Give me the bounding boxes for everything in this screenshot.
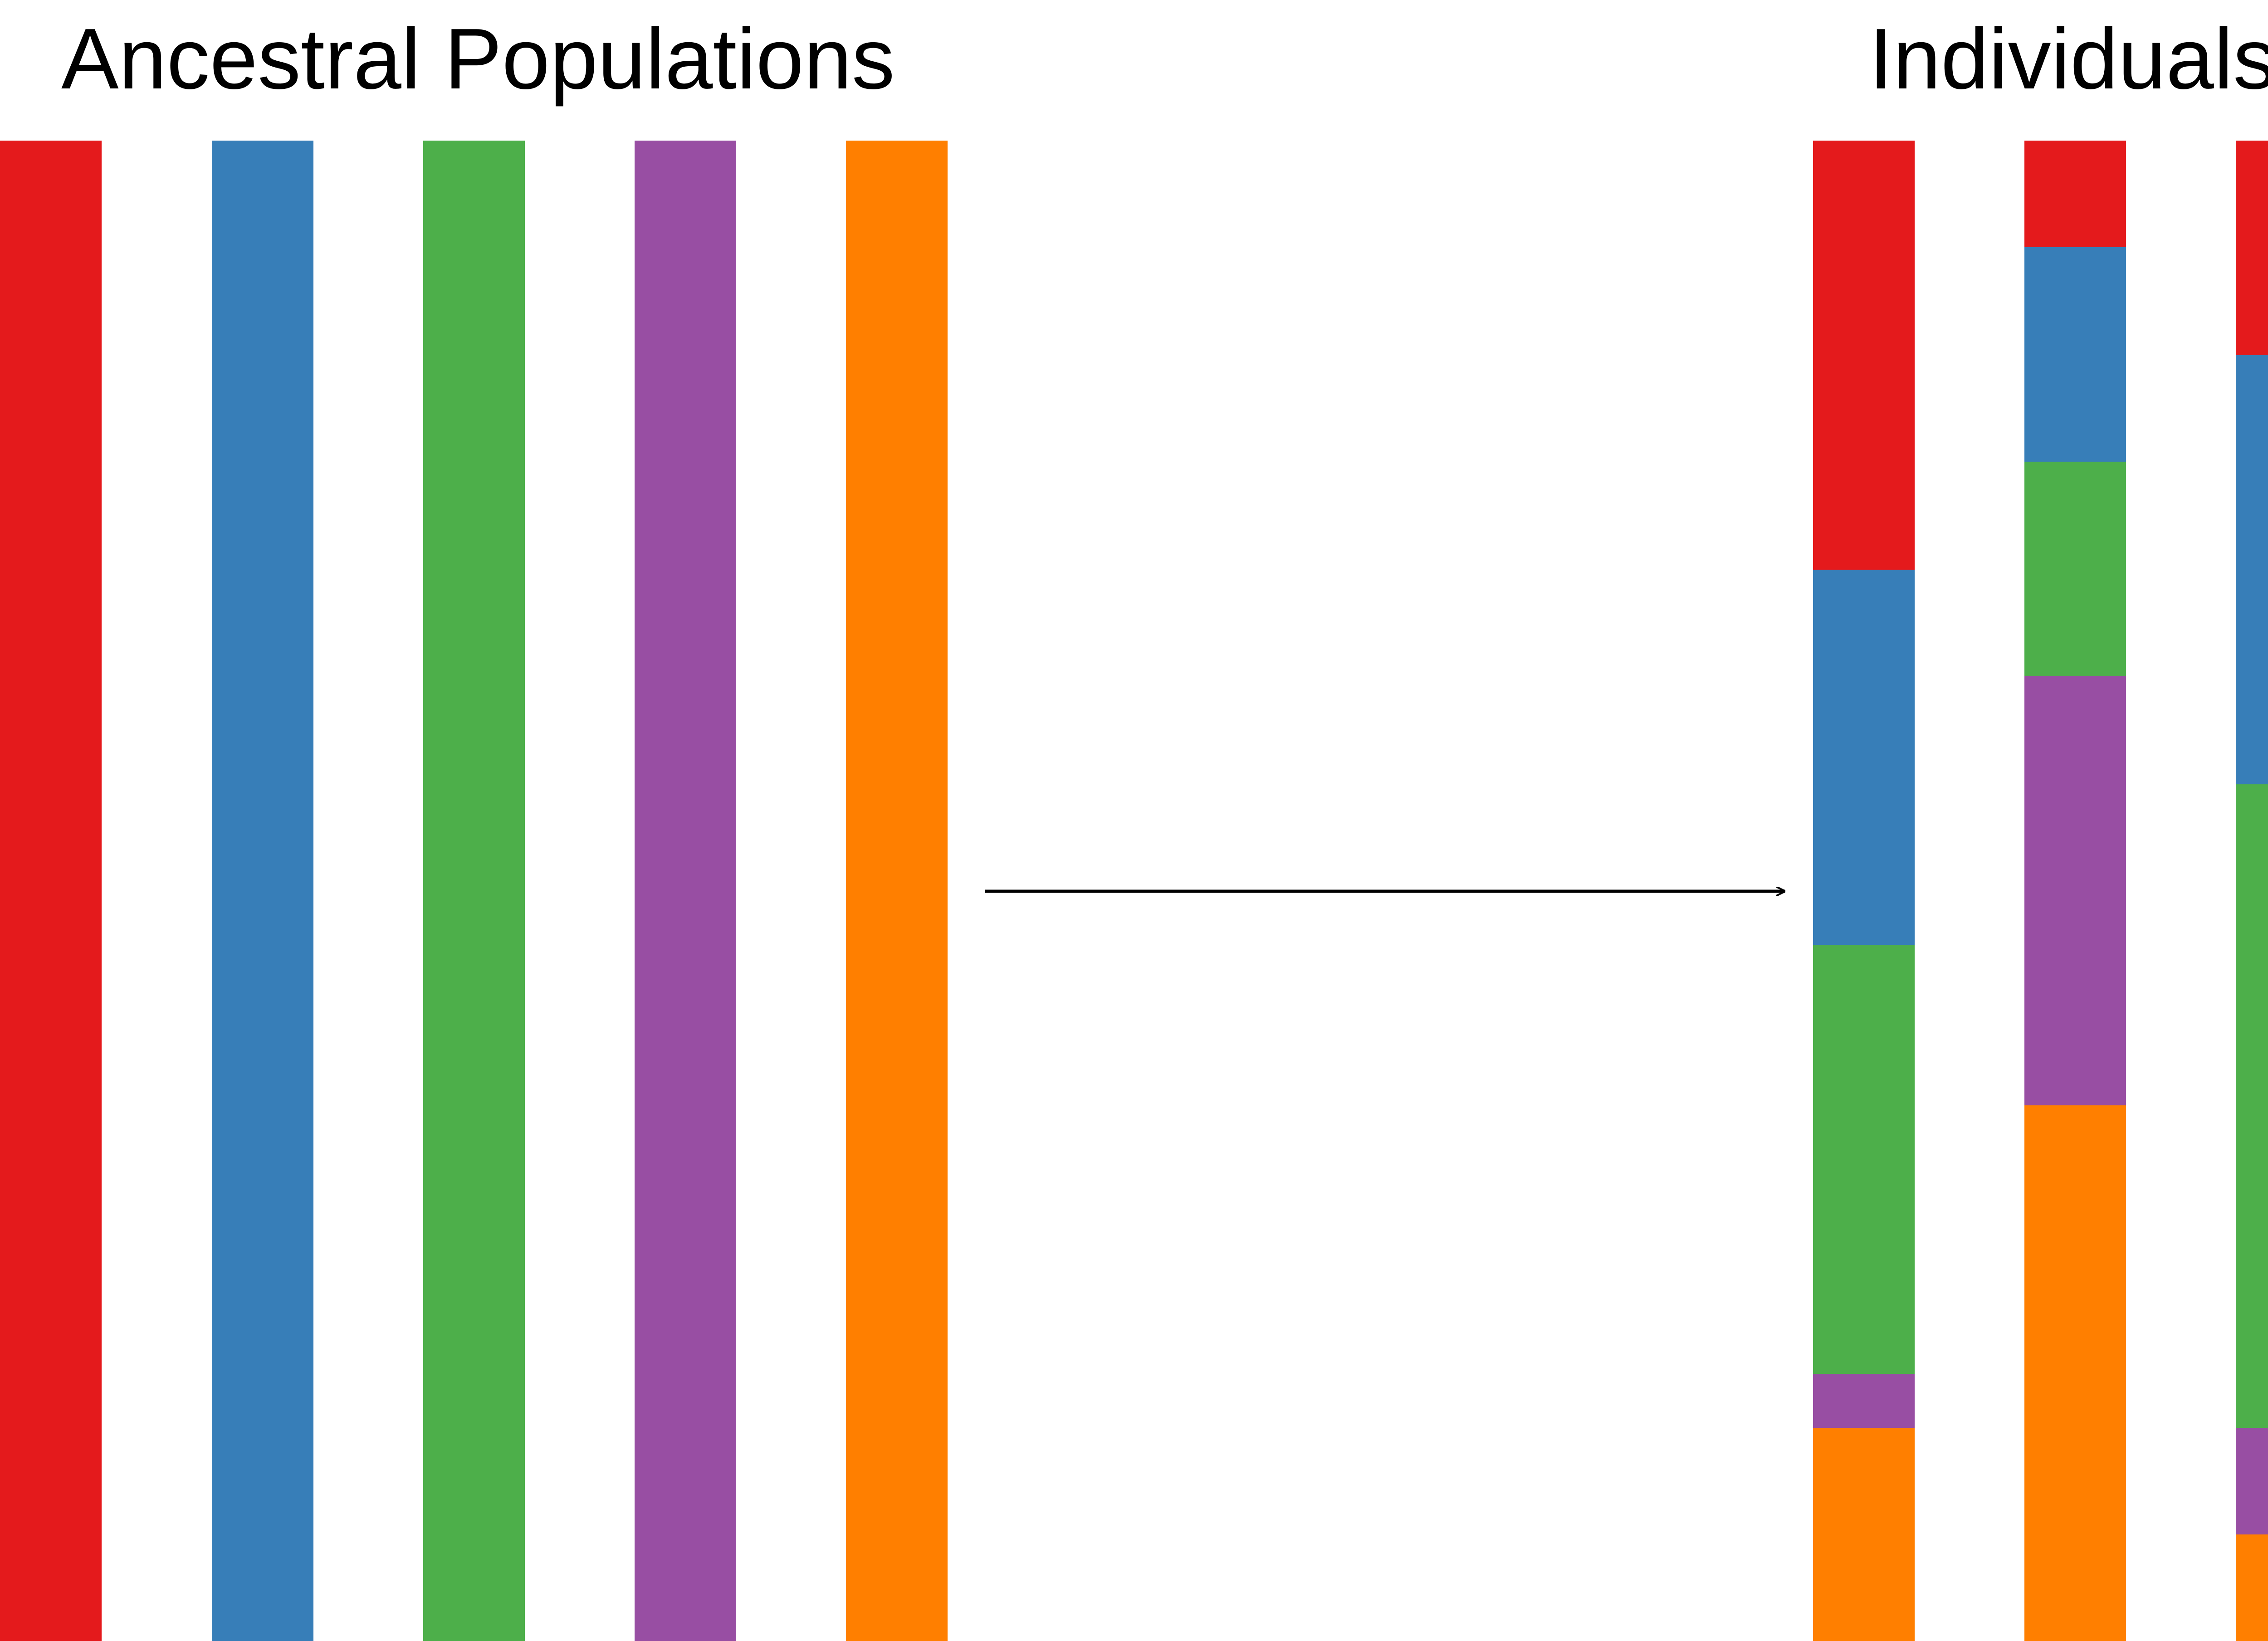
individual-1-segment-red	[1813, 141, 1915, 570]
individual-1-segment-blue	[1813, 570, 1915, 945]
individual-2-segment-blue	[2024, 247, 2126, 462]
individual-3-segment-green	[2236, 784, 2268, 1428]
individual-3-segment-orange	[2236, 1534, 2268, 1641]
individual-3-segment-red	[2236, 141, 2268, 356]
individual-1-segment-green	[1813, 945, 1915, 1374]
individual-3-segment-purple	[2236, 1428, 2268, 1535]
individuals-heading: Individuals	[1869, 11, 2268, 107]
ancestral-population-bar-red	[0, 141, 102, 1641]
individual-2-segment-red	[2024, 141, 2126, 248]
ancestral-population-bar-green	[423, 141, 525, 1641]
ancestral-population-bar-orange	[846, 141, 948, 1641]
individual-2-segment-purple	[2024, 676, 2126, 1106]
ancestral-populations-heading: Ancestral Populations	[61, 11, 895, 107]
ancestral-population-bars	[0, 141, 948, 1641]
individual-2-segment-orange	[2024, 1105, 2126, 1641]
ancestral-population-bar-purple	[635, 141, 736, 1641]
individual-bars	[1813, 141, 2268, 1641]
individual-2-segment-green	[2024, 461, 2126, 677]
individual-1-segment-purple	[1813, 1374, 1915, 1428]
individual-3-segment-blue	[2236, 355, 2268, 785]
ancestral-population-bar-blue	[212, 141, 313, 1641]
individual-1-segment-orange	[1813, 1428, 1915, 1641]
